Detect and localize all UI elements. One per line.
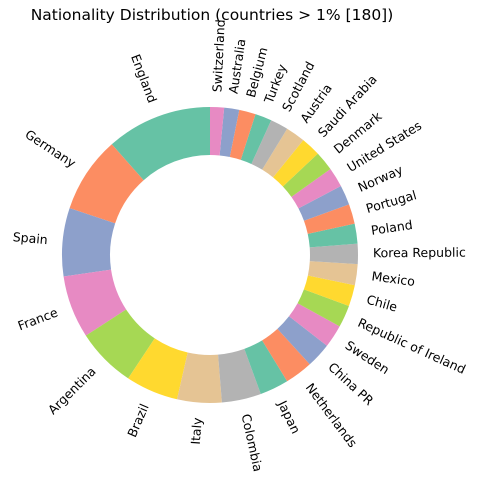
slice-label-switzerland: Switzerland <box>209 19 227 93</box>
slice-label-japan: Japan <box>275 397 304 436</box>
slice-label-argentina: Argentina <box>45 364 99 418</box>
slice-label-portugal: Portugal <box>364 187 418 216</box>
slice-label-korea-republic: Korea Republic <box>373 245 466 261</box>
slice-label-sweden: Sweden <box>343 337 393 377</box>
slice-label-italy: Italy <box>188 416 205 445</box>
slice-label-colombia: Colombia <box>239 412 266 473</box>
slice-label-brazil: Brazil <box>124 401 152 439</box>
slice-label-england: England <box>128 52 160 105</box>
slice-label-chile: Chile <box>365 292 400 315</box>
slice-label-france: France <box>16 305 60 334</box>
slice-label-germany: Germany <box>22 126 79 171</box>
slice-label-spain: Spain <box>12 229 48 247</box>
slice-label-poland: Poland <box>370 217 413 238</box>
slice-label-mexico: Mexico <box>371 268 416 289</box>
